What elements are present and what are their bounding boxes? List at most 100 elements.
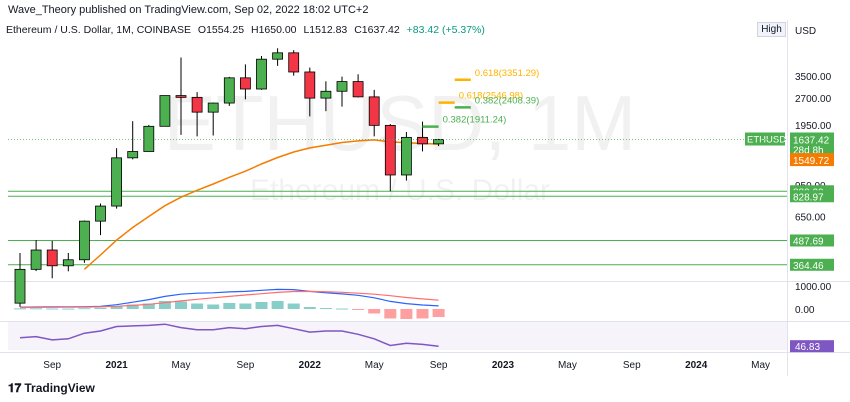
- rsi-value-label: 46.83: [795, 342, 820, 353]
- brand-text: TradingView: [24, 381, 95, 395]
- tradingview-logo-icon: 𝟏𝟕: [8, 381, 22, 395]
- macd-histogram-bar: [30, 308, 43, 310]
- candle-body: [62, 259, 74, 267]
- candle-body: [95, 205, 106, 222]
- macd-histogram-bar: [158, 301, 171, 309]
- candle-body: [433, 139, 445, 145]
- macd-histogram-bar: [14, 308, 26, 310]
- macd-histogram-bar: [94, 307, 107, 309]
- candle-body: [288, 52, 300, 73]
- level-label: 487.69: [793, 236, 824, 247]
- rsi-label-bg: [790, 340, 834, 353]
- fib-level-label: 0.618(3351.29): [475, 68, 539, 79]
- last-price-label: 1637.42: [793, 135, 830, 146]
- high-scale-button[interactable]: High: [757, 22, 786, 37]
- candle-body: [256, 58, 267, 90]
- candle-body: [239, 77, 251, 90]
- macd-histogram-bar: [110, 306, 123, 309]
- watermark-ticker: ETHUSD, 1M: [164, 79, 636, 167]
- macd-histogram-bar: [78, 308, 91, 310]
- rsi-band: [8, 322, 787, 350]
- close-value: 1637.42: [361, 24, 400, 36]
- open-value: 1554.25: [206, 24, 245, 36]
- time-tick-label: Sep: [623, 360, 641, 371]
- level-label: 364.46: [793, 261, 824, 272]
- time-tick-label: 2024: [685, 360, 708, 371]
- macd-histogram-bar: [352, 309, 365, 310]
- macd-histogram-bar: [368, 309, 381, 314]
- publisher-text: Wave_Theory published on TradingView.com…: [8, 4, 369, 16]
- candle-body: [384, 124, 396, 176]
- level-label-bg: [790, 234, 834, 247]
- publisher-bar: Wave_Theory published on TradingView.com…: [0, 0, 850, 20]
- candle-body: [159, 95, 171, 127]
- candle-body: [191, 96, 203, 113]
- macd-histogram-bar: [223, 303, 236, 309]
- macd-histogram-bar: [416, 309, 429, 319]
- ma-price-label: 1549.72: [793, 156, 830, 167]
- time-tick-label: May: [365, 360, 384, 371]
- tradingview-brand[interactable]: 𝟏𝟕 TradingView: [8, 381, 95, 397]
- candle-body: [336, 81, 348, 92]
- level-label-bg: [790, 258, 834, 271]
- macd-histogram-bar: [46, 308, 59, 310]
- candle-body: [127, 151, 139, 159]
- candle-body: [352, 81, 364, 98]
- time-tick-label: May: [751, 360, 770, 371]
- low-label: L: [303, 24, 310, 36]
- symbol-tag-bg: [745, 132, 785, 146]
- open-label: O: [197, 24, 207, 36]
- level-label: 828.97: [793, 192, 824, 203]
- macd-histogram-bar: [400, 309, 413, 319]
- candle-body: [272, 52, 284, 60]
- macd-histogram-bar: [336, 308, 348, 310]
- time-tick-label: 2023: [492, 360, 515, 371]
- price-tick-label: 3500.00: [795, 72, 832, 83]
- symbol-title[interactable]: Ethereum / U.S. Dollar, 1M, COINBASE: [6, 24, 191, 36]
- price-tick-label: 1000.00: [795, 282, 832, 293]
- price-tick-label: 2700.00: [795, 94, 832, 105]
- candle-body: [417, 136, 428, 145]
- candle-body: [207, 102, 219, 113]
- signal-line: [19, 290, 439, 309]
- time-tick-label: Sep: [237, 360, 255, 371]
- time-tick-label: 2021: [105, 360, 128, 371]
- symbol-tag: ETHUSD: [747, 134, 786, 145]
- high-value: 1650.00: [258, 24, 297, 36]
- macd-histogram-bar: [287, 303, 300, 309]
- candle-body: [30, 249, 42, 270]
- macd-histogram-bar: [126, 304, 139, 309]
- macd-histogram-bar: [432, 309, 445, 317]
- candle-body: [320, 90, 332, 99]
- macd-histogram-bar: [255, 302, 268, 309]
- time-tick-label: May: [558, 360, 577, 371]
- candle-body: [175, 95, 187, 98]
- currency-label: USD: [795, 26, 816, 37]
- candle-body: [223, 77, 235, 104]
- candle-body: [79, 220, 90, 261]
- price-tick-label: 650.00: [795, 213, 826, 224]
- last-price-bg: [790, 132, 834, 157]
- macd-histogram-bar: [271, 301, 284, 309]
- macd-histogram-bar: [191, 303, 204, 309]
- macd-histogram-bar: [175, 301, 187, 309]
- candle-body: [14, 268, 26, 304]
- candle-body: [143, 125, 155, 152]
- moving-average-line: [83, 139, 439, 270]
- price-tick-label: 1950.00: [795, 121, 832, 132]
- low-value: 1512.83: [309, 24, 348, 36]
- time-tick-label: 2022: [299, 360, 322, 371]
- time-tick-label: Sep: [43, 360, 61, 371]
- macd-histogram-bar: [142, 303, 155, 309]
- candle-body: [111, 157, 122, 207]
- change-value: +83.42 (+5.37%): [406, 24, 485, 36]
- ma-price-bg: [790, 153, 834, 167]
- candle-body: [368, 96, 380, 126]
- watermark-name: Ethereum / U.S. Dollar: [250, 174, 550, 207]
- macd-histogram-bar: [207, 304, 220, 309]
- fib-level-label: 0.618(2546.98): [459, 91, 523, 102]
- countdown-label: 28d 8h: [793, 145, 824, 156]
- macd-histogram-bar: [62, 308, 75, 310]
- candle-body: [46, 249, 58, 267]
